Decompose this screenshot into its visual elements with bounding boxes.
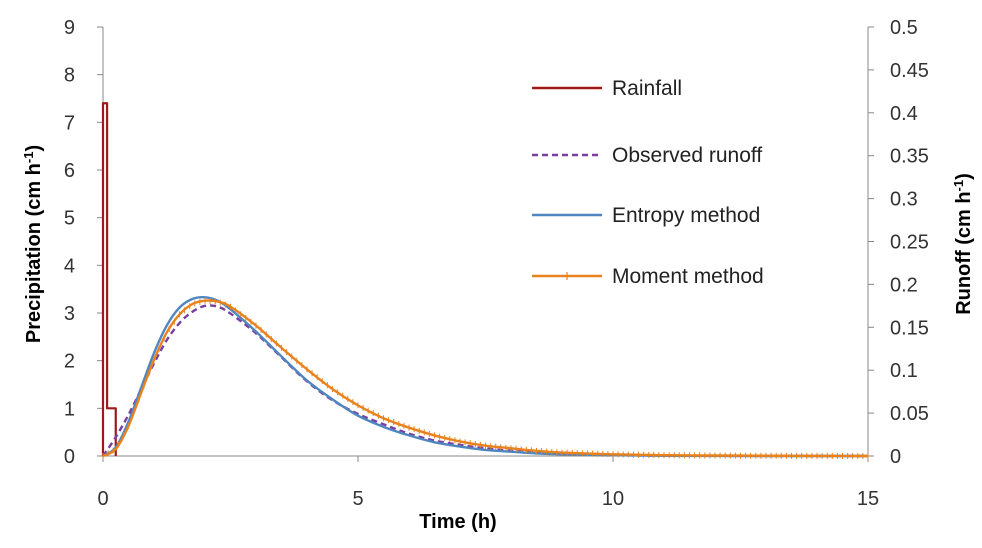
right-tick-label: 0.35	[890, 146, 929, 168]
left-tick-label: 3	[64, 303, 75, 325]
left-tick-label: 9	[64, 17, 75, 39]
left-tick-label: 1	[64, 398, 75, 420]
right-axis-title: Runoff (cm h-1)	[951, 173, 976, 315]
legend-label: Entropy method	[612, 204, 760, 227]
x-tick-label: 0	[97, 488, 108, 510]
series-rainfall	[101, 102, 117, 456]
left-axis-title-main: Precipitation (cm h	[23, 163, 45, 343]
left-tick-label: 2	[64, 351, 75, 373]
series-line	[101, 102, 117, 456]
x-tick-label: 10	[602, 488, 624, 510]
left-tick-label: 0	[64, 446, 75, 468]
series-layer	[101, 102, 869, 459]
right-tick-label: 0.45	[890, 60, 929, 82]
right-tick-label: 0.1	[890, 360, 918, 382]
right-tick-label: 0.3	[890, 189, 918, 211]
right-tick-label: 0.05	[890, 403, 929, 425]
legend-label: Moment method	[612, 265, 764, 288]
x-ticks: 0 5 10 15	[97, 456, 879, 510]
left-y-ticks: 0 1 2 3 4 5 6 7 8 9	[64, 17, 103, 468]
left-axis-title-close: )	[23, 145, 45, 152]
x-tick-label: 5	[352, 488, 363, 510]
right-y-ticks: 0 0.05 0.1 0.15 0.2 0.25 0.3 0.35 0.4 0.45 0.5	[868, 17, 929, 468]
legend-label: Observed runoff	[612, 144, 762, 167]
right-axis-title-sup: -1	[951, 180, 966, 192]
right-axis-title-close: )	[953, 173, 975, 180]
left-tick-label: 5	[64, 208, 75, 230]
right-tick-label: 0.15	[890, 317, 929, 339]
right-tick-label: 0.2	[890, 274, 918, 296]
left-axis-title-sup: -1	[21, 152, 36, 164]
right-tick-label: 0	[890, 446, 901, 468]
legend-label: Rainfall	[612, 77, 682, 100]
right-tick-label: 0.5	[890, 17, 918, 39]
left-axis-title: Precipitation (cm h-1)	[21, 145, 46, 343]
legend-item: Rainfall	[532, 77, 682, 100]
right-axis-title-main: Runoff (cm h	[953, 191, 975, 314]
series-line	[102, 299, 869, 458]
legend-item: Moment method	[532, 265, 764, 288]
x-tick-label: 15	[857, 488, 879, 510]
left-tick-label: 6	[64, 160, 75, 182]
left-tick-label: 4	[64, 255, 75, 277]
right-tick-label: 0.25	[890, 232, 929, 254]
left-tick-label: 8	[64, 65, 75, 87]
series-moment-method	[102, 297, 869, 459]
x-axis-title: Time (h)	[419, 511, 496, 533]
legend-item: Entropy method	[532, 204, 760, 227]
legend: Rainfall Observed runoff Entropy method Mom…	[532, 77, 764, 288]
left-tick-label: 7	[64, 112, 75, 134]
legend-item: Observed runoff	[532, 144, 762, 167]
right-tick-label: 0.4	[890, 103, 918, 125]
